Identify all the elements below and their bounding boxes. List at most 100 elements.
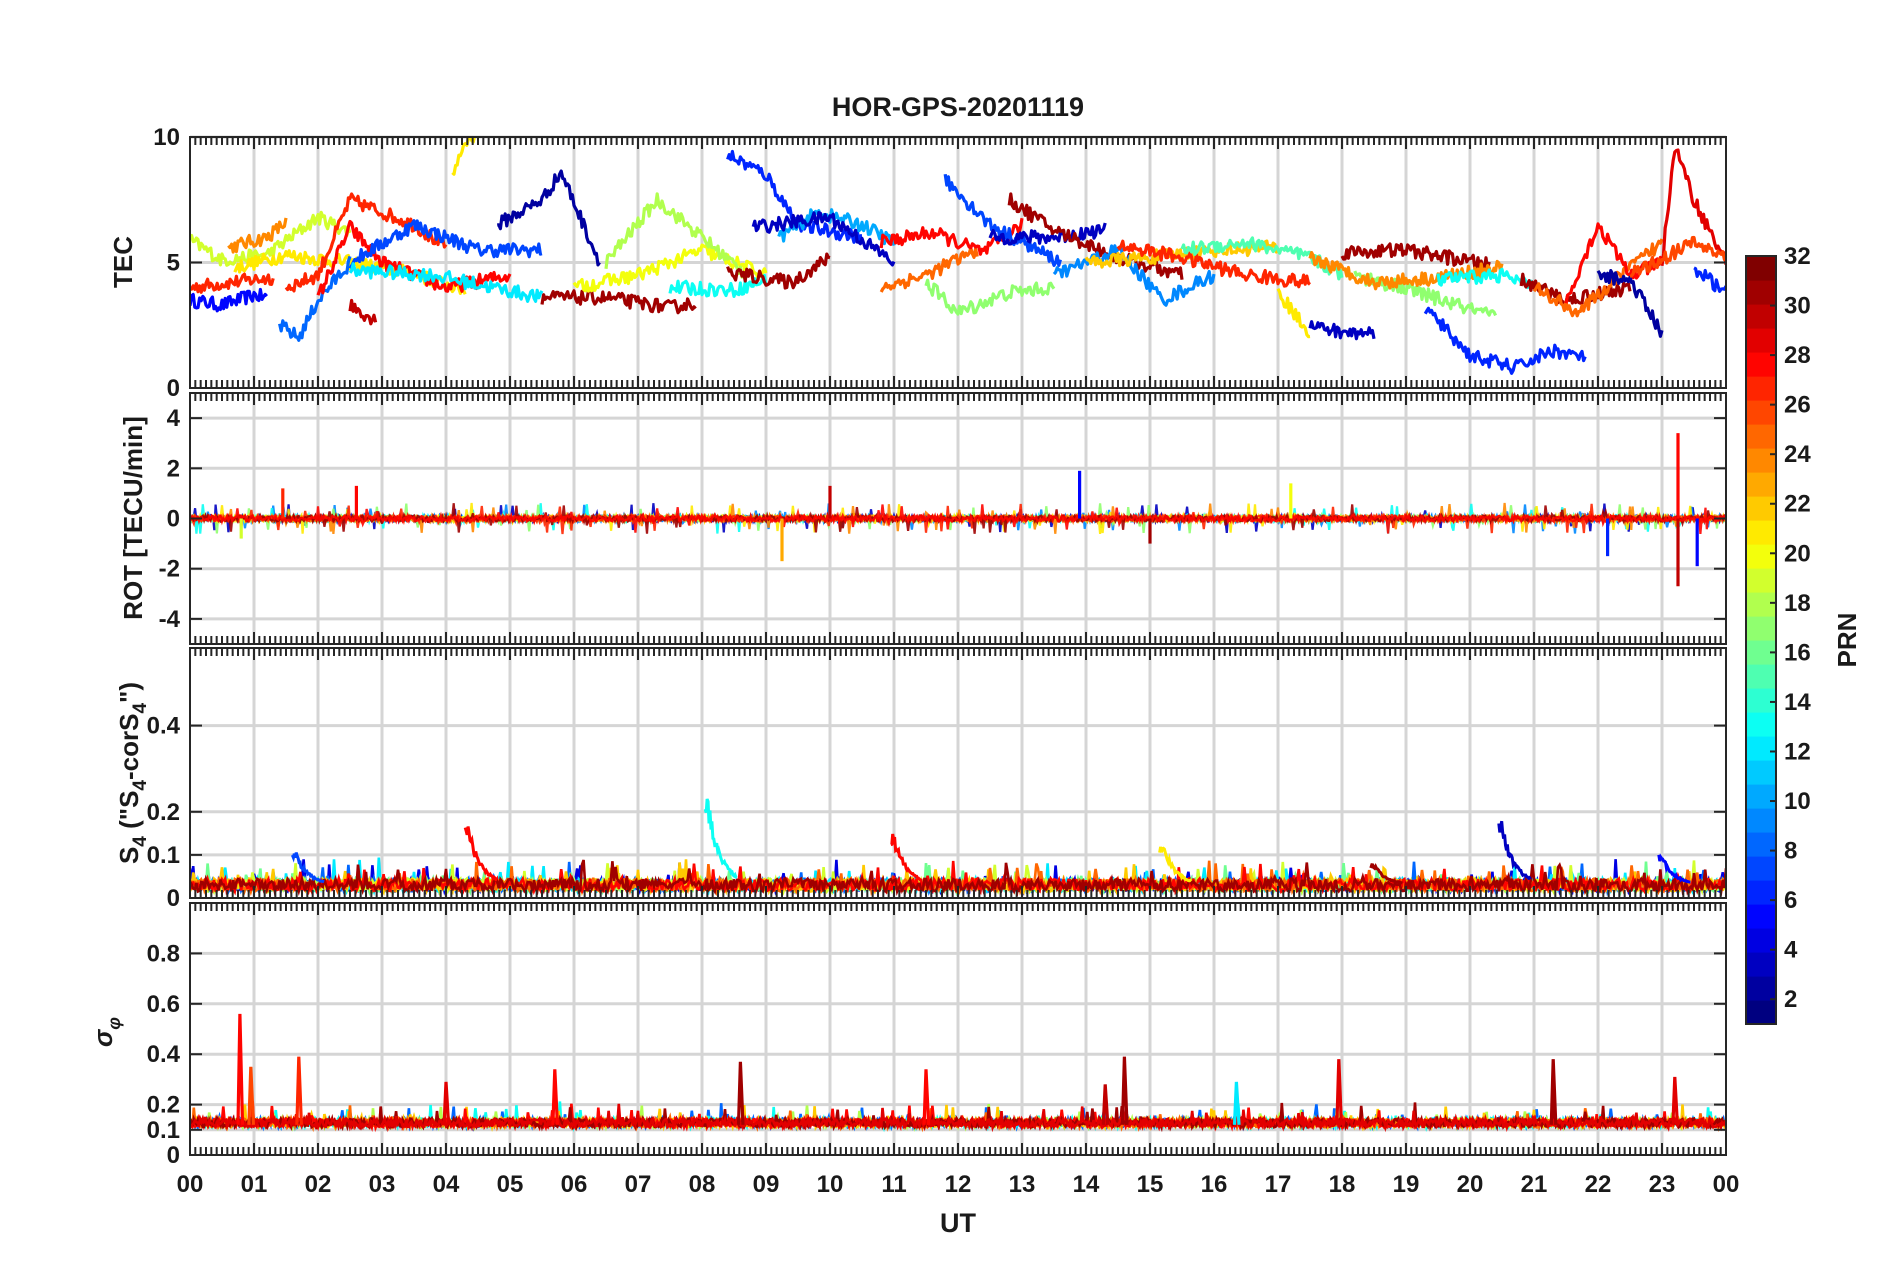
tec-series-line (1693, 266, 1726, 293)
y-tick-label: -2 (159, 556, 180, 583)
panel-data (190, 137, 1726, 375)
colorbar-tick-label: 10 (1784, 788, 1811, 815)
x-tick-label: 02 (305, 1171, 332, 1198)
s4-peak (1158, 846, 1193, 883)
tec-series-line (1340, 242, 1491, 272)
colorbar-tick-label: 2 (1784, 986, 1797, 1013)
colorbar-tick-label: 30 (1784, 293, 1811, 320)
x-tick-label: 10 (817, 1171, 844, 1198)
colorbar-segment (1746, 904, 1776, 929)
colorbar-segment (1746, 952, 1776, 977)
tec-series-line (540, 289, 697, 315)
s4-peak (291, 852, 325, 884)
sigma-peak (1335, 1059, 1343, 1125)
colorbar-tick-label: 8 (1784, 838, 1797, 865)
tec-series-line (1629, 235, 1726, 278)
x-tick-label: 05 (497, 1171, 524, 1198)
x-tick-label: 13 (1009, 1171, 1036, 1198)
sigma-peak (442, 1081, 451, 1125)
axis-ticks (189, 903, 1727, 1156)
sigma-phi-axis-label: σφ (88, 1017, 124, 1047)
colorbar-tick-label: 14 (1784, 689, 1811, 716)
chart-title: HOR-GPS-20201119 (832, 92, 1084, 122)
colorbar-segment (1746, 544, 1776, 569)
s4-axis-label-rest: ("S (114, 791, 144, 837)
tec-series-line (233, 249, 467, 295)
y-tick-label: 0 (167, 506, 180, 533)
colorbar-tick-label: 28 (1784, 342, 1811, 369)
s4-axis-label-main: S (114, 847, 144, 864)
tec-axis-label: TEC (108, 236, 138, 288)
sigma-peak (236, 1013, 245, 1125)
axis-ticks (189, 136, 1727, 389)
colorbar-segment (1746, 808, 1776, 833)
s4-axis-label-sub3: 4 (130, 703, 151, 714)
colorbar-segment (1746, 616, 1776, 641)
tec-series-line (190, 272, 275, 294)
x-tick-label: 07 (625, 1171, 652, 1198)
tec-series-line (988, 222, 1107, 246)
sigma-peak (247, 1066, 255, 1125)
tec-series-line (1052, 244, 1216, 307)
colorbar-segment (1746, 856, 1776, 881)
tec-series-line (879, 246, 979, 293)
y-tick-label: 0.4 (147, 1041, 181, 1068)
tec-series-line (348, 262, 544, 303)
sigma-peak (1101, 1084, 1110, 1125)
s4-peak (1657, 853, 1691, 884)
x-tick-label: 18 (1329, 1171, 1356, 1198)
tec-series-line (1532, 238, 1664, 318)
colorbar-segment (1746, 424, 1776, 449)
tec-series-line (1308, 320, 1376, 341)
colorbar-segment (1746, 520, 1776, 545)
colorbar-frame (1745, 255, 1777, 1025)
y-tick-label: 0.2 (147, 1092, 180, 1119)
tec-series-line (924, 278, 1056, 316)
x-tick-label: 00 (177, 1171, 204, 1198)
panel-data (190, 1013, 1726, 1133)
s4-peak (1369, 863, 1403, 885)
colorbar-segment (1746, 664, 1776, 689)
tec-series-line (1180, 236, 1344, 281)
rot-axis-label: ROT [TECU/min] (118, 416, 148, 620)
x-tick-label: 22 (1585, 1171, 1612, 1198)
x-tick-label: 17 (1265, 1171, 1292, 1198)
tec-series-line (604, 192, 749, 281)
y-tick-label: 0 (167, 885, 180, 912)
colorbar-segment (1746, 328, 1776, 353)
y-tick-label: 0.6 (147, 991, 180, 1018)
sigma-peak (922, 1069, 931, 1125)
panel-0: 0 5 10 (153, 124, 1727, 402)
x-tick-label: 23 (1649, 1171, 1676, 1198)
colorbar-tick-label: 18 (1784, 590, 1811, 617)
x-tick-label: 01 (241, 1171, 268, 1198)
colorbar-segment (1746, 712, 1776, 737)
sigma-peak (1120, 1056, 1129, 1125)
y-tick-label: 0.2 (147, 799, 180, 826)
x-tick-label: 16 (1201, 1171, 1228, 1198)
tec-series-line (190, 210, 352, 267)
y-tick-label: 0.1 (147, 1117, 180, 1144)
sigma-phi-symbol: σ (88, 1028, 118, 1047)
x-tick-label: 00 (1713, 1171, 1740, 1198)
colorbar-segment (1746, 784, 1776, 809)
tec-series-line (751, 211, 896, 267)
colorbar-segment (1746, 304, 1776, 329)
sigma-peak (736, 1061, 745, 1125)
y-tick-label: -4 (159, 606, 181, 633)
colorbar-segment (1746, 496, 1776, 521)
s4-axis-label: S4 ("S4-corS4") (114, 682, 151, 864)
sigma-peak (1549, 1059, 1558, 1125)
colorbar-segment (1746, 352, 1776, 377)
panel-3: 00.10.2 0.4 0.6 0.8 (147, 902, 1727, 1169)
colorbar-segment (1746, 568, 1776, 593)
colorbar-tick-label: 22 (1784, 491, 1811, 518)
sigma-peak (551, 1069, 559, 1125)
colorbar-tick-label: 4 (1784, 937, 1798, 964)
y-tick-label: 0 (167, 1142, 180, 1169)
x-tick-label: 11 (881, 1171, 906, 1198)
colorbar-segment (1746, 592, 1776, 617)
colorbar-tick-label: 12 (1784, 738, 1811, 765)
